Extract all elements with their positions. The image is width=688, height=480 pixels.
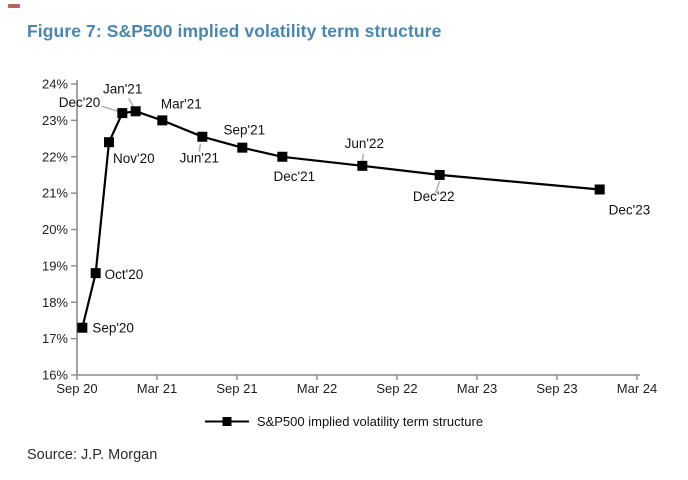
x-tick-label: Sep 21	[216, 381, 257, 396]
data-point-marker	[594, 184, 605, 195]
figure-title: Figure 7: S&P500 implied volatility term…	[27, 21, 442, 41]
y-tick-label: 24%	[42, 77, 68, 92]
x-tick-label: Mar 21	[137, 381, 177, 396]
data-point-label: Dec'21	[274, 169, 316, 184]
red-annotation-mark	[8, 4, 20, 8]
data-point-label: Sep'20	[92, 321, 134, 336]
y-tick-label: 19%	[42, 258, 68, 273]
data-point-marker	[130, 106, 141, 117]
chart-legend: S&P500 implied volatility term structure	[0, 414, 688, 429]
x-tick-label: Sep 20	[56, 381, 97, 396]
label-leader-line	[198, 143, 202, 152]
y-tick-label: 18%	[42, 295, 68, 310]
data-point-label: Jan'21	[103, 81, 142, 96]
y-tick-label: 23%	[42, 113, 68, 128]
legend-line-marker-icon	[204, 417, 249, 426]
data-point-label: Jun'22	[345, 136, 384, 151]
data-point-label: Dec'20	[59, 95, 101, 110]
data-point-marker	[434, 169, 445, 180]
data-point-marker	[90, 268, 101, 279]
y-tick-label: 20%	[42, 222, 68, 237]
data-point-label: Oct'20	[105, 267, 144, 282]
label-leader-line	[361, 153, 365, 161]
source-text: Source: J.P. Morgan	[27, 447, 158, 463]
data-point-label: Dec'23	[609, 202, 651, 217]
x-tick-label: Mar 23	[457, 381, 497, 396]
data-point-label: Jun'21	[180, 151, 219, 166]
data-point-marker	[104, 137, 114, 148]
data-point-marker	[277, 151, 288, 162]
label-leader-line	[101, 105, 118, 112]
data-point-label: Nov'20	[113, 151, 155, 166]
data-point-label: Mar'21	[161, 96, 202, 111]
data-point-marker	[77, 322, 88, 333]
data-point-marker	[117, 108, 128, 119]
volatility-term-structure-chart: 16% 17% 18% 19% 20% 21% 22% 23% 24% Sep 20 Mar 21 S…	[42, 77, 657, 397]
x-tick-label: Mar 22	[297, 381, 337, 396]
label-leader-line	[127, 97, 135, 108]
series-line	[81, 110, 600, 328]
data-point-marker	[357, 160, 368, 171]
x-tick-label: Mar 24	[617, 381, 657, 396]
data-point-label: Dec'22	[413, 189, 455, 204]
x-tick-label: Sep 23	[536, 381, 577, 396]
label-leader-line	[434, 180, 441, 194]
legend-label: S&P500 implied volatility term structure	[256, 414, 484, 429]
x-tick-label: Sep 22	[376, 381, 417, 396]
y-tick-label: 21%	[42, 186, 68, 201]
y-tick-label: 22%	[42, 149, 68, 164]
y-tick-label: 17%	[42, 331, 68, 346]
data-point-label: Sep'21	[224, 123, 266, 138]
data-point-marker	[157, 115, 168, 126]
data-point-marker	[197, 131, 208, 142]
data-point-marker	[237, 142, 248, 153]
y-tick-label: 16%	[42, 368, 68, 383]
